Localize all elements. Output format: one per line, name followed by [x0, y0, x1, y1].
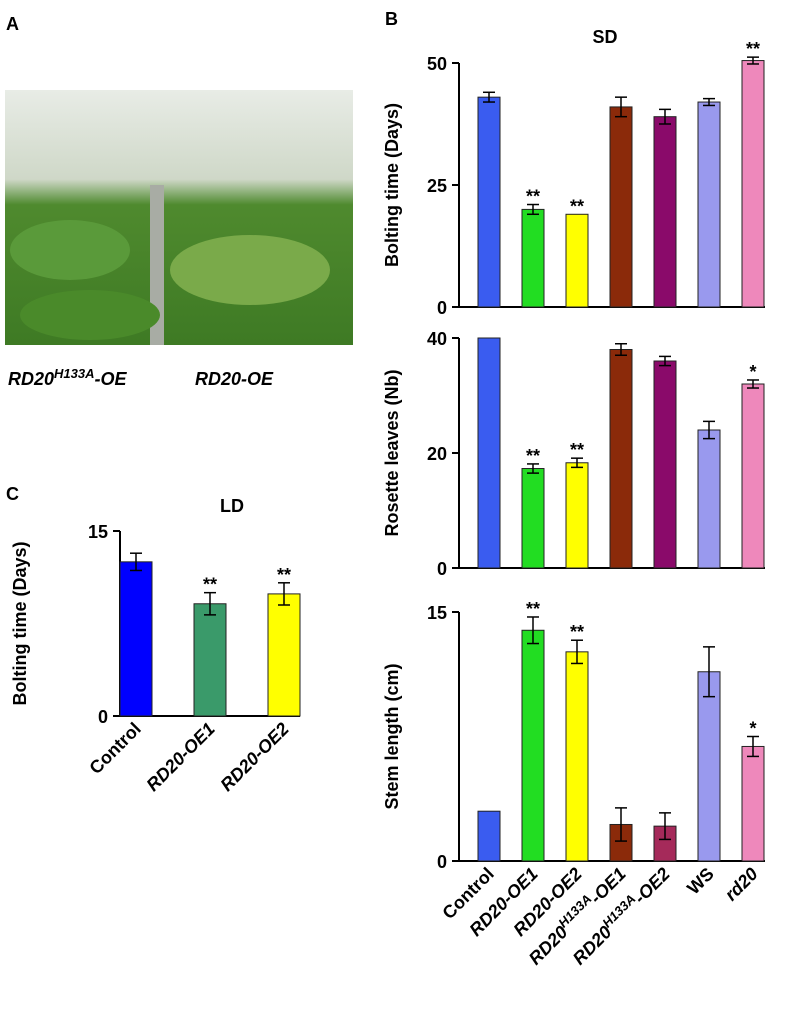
label-part: RD20-OE: [195, 369, 274, 389]
x-tick-label: RD20-OE2: [216, 719, 292, 795]
y-tick-label: 0: [437, 559, 447, 579]
error-bar: [659, 812, 671, 841]
significance: *: [749, 362, 756, 382]
label-part: -OE: [95, 369, 128, 389]
bar: [267, 593, 301, 717]
error-bar: [571, 457, 583, 469]
bar: [521, 208, 545, 308]
significance: **: [570, 622, 584, 642]
error-bar: [703, 420, 715, 440]
y-axis-label: Stem length (cm): [382, 663, 402, 809]
bar: [477, 337, 501, 569]
error-bar: [615, 807, 627, 842]
error-bar: [278, 582, 290, 606]
error-bar: [571, 639, 583, 665]
y-axis-label: Bolting time (Days): [10, 541, 30, 705]
y-tick-label: 0: [437, 852, 447, 872]
significance: **: [277, 565, 291, 585]
bar: [653, 360, 677, 569]
error-bar: [747, 379, 759, 389]
significance: **: [526, 599, 540, 619]
significance: *: [749, 719, 756, 739]
chart-title: LD: [220, 496, 244, 516]
label-part: H133A: [54, 366, 94, 381]
chart-title: SD: [592, 27, 617, 47]
y-tick-label: 0: [437, 298, 447, 318]
y-tick-label: 20: [427, 444, 447, 464]
significance: **: [203, 575, 217, 595]
error-bar: [659, 108, 671, 125]
bar: [565, 213, 589, 308]
panel-label: B: [385, 9, 398, 29]
significance: **: [526, 187, 540, 207]
bar: [697, 671, 721, 862]
y-tick-label: 15: [88, 522, 108, 542]
error-bar: [483, 91, 495, 103]
bar: [609, 106, 633, 308]
photo: [5, 90, 353, 345]
bar: [119, 561, 153, 717]
significance: **: [570, 440, 584, 460]
y-tick-label: 25: [427, 176, 447, 196]
x-tick-label: rd20: [721, 864, 762, 905]
bar: [653, 116, 677, 308]
bar: [609, 349, 633, 569]
y-tick-label: 15: [427, 603, 447, 623]
error-bar: [615, 343, 627, 356]
panel-label: C: [6, 484, 19, 504]
error-bar: [527, 463, 539, 474]
error-bar: [747, 735, 759, 758]
bar: [477, 96, 501, 308]
error-bar: [204, 591, 216, 616]
label-part: -OE2: [630, 864, 674, 908]
error-bar: [747, 56, 759, 65]
error-bar: [615, 96, 627, 118]
error-bar: [527, 203, 539, 216]
x-tick-label: Control: [85, 719, 144, 778]
bar: [521, 468, 545, 569]
y-axis-label: Rosette leaves (Nb): [382, 369, 402, 536]
y-tick-label: 50: [427, 54, 447, 74]
y-tick-label: 40: [427, 329, 447, 349]
bar: [741, 745, 765, 862]
panel-label: A: [6, 14, 19, 34]
error-bar: [659, 355, 671, 367]
bar: [193, 603, 227, 717]
bar: [697, 429, 721, 569]
bar: [521, 629, 545, 862]
photo-caption: RD20H133A-OE: [8, 366, 127, 390]
y-tick-label: 0: [98, 707, 108, 727]
error-bar: [527, 616, 539, 645]
error-bar: [703, 646, 715, 698]
bar: [565, 462, 589, 569]
y-axis-label: Bolting time (Days): [382, 103, 402, 267]
significance: **: [526, 446, 540, 466]
significance: **: [746, 39, 760, 59]
error-bar: [130, 552, 142, 572]
x-tick-label: WS: [683, 864, 718, 899]
x-tick-label: RD20-OE1: [142, 719, 218, 795]
error-bar: [703, 97, 715, 107]
bar: [697, 101, 721, 308]
bar: [741, 60, 765, 308]
significance: **: [570, 196, 584, 216]
bar: [741, 383, 765, 569]
label-part: RD20: [8, 369, 54, 389]
bar: [565, 651, 589, 862]
bar: [477, 810, 501, 862]
photo-caption: RD20-OE: [195, 369, 274, 389]
